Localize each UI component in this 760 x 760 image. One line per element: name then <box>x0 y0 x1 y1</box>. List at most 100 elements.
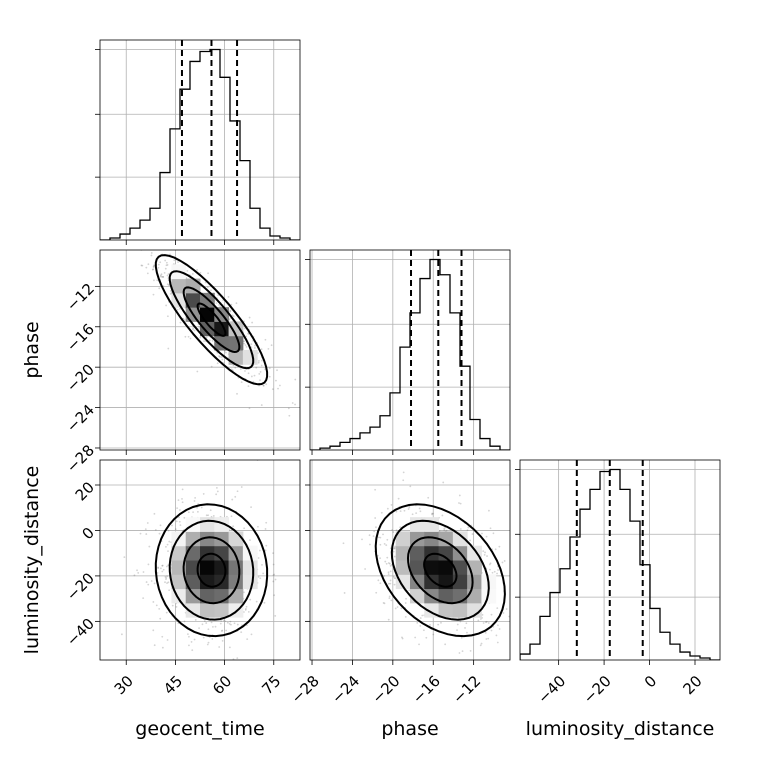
scatter-point <box>383 542 386 545</box>
density-cell <box>171 545 187 561</box>
scatter-point <box>229 309 232 312</box>
contour-level-0 <box>196 302 227 337</box>
scatter-point <box>389 582 392 585</box>
scatter-point <box>168 540 171 543</box>
x-axis-label-phase: phase <box>381 718 438 740</box>
scatter-point <box>401 637 404 640</box>
scatter-point <box>443 529 446 532</box>
scatter-point <box>418 643 420 646</box>
scatter-point <box>386 507 389 510</box>
scatter-point <box>383 602 386 605</box>
scatter-point <box>422 629 425 632</box>
scatter-point <box>166 639 169 641</box>
y-tick-label: −24 <box>63 401 98 436</box>
scatter-point <box>396 606 399 608</box>
scatter-point <box>419 510 422 513</box>
scatter-point <box>214 625 217 628</box>
scatter-point <box>166 264 169 266</box>
scatter-point <box>247 385 250 388</box>
scatter-point <box>210 621 213 624</box>
scatter-point <box>458 494 461 497</box>
scatter-point <box>224 620 227 623</box>
scatter-point <box>217 294 220 297</box>
scatter-point <box>191 649 194 652</box>
scatter-point <box>167 581 170 584</box>
scatter-point <box>272 580 275 583</box>
scatter-point <box>140 264 143 267</box>
scatter-point <box>166 543 169 546</box>
scatter-point <box>162 568 165 571</box>
scatter-point <box>265 521 268 524</box>
scatter-point <box>507 682 509 684</box>
scatter-point <box>440 621 442 624</box>
scatter-point <box>184 335 187 338</box>
scatter-point <box>496 641 499 644</box>
density-cell <box>171 278 187 294</box>
scatter-point <box>249 598 252 601</box>
scatter-point <box>244 608 247 611</box>
x-tick-label: 20 <box>680 672 706 698</box>
scatter-point <box>220 630 223 632</box>
density-cell <box>410 517 425 532</box>
scatter-point <box>178 516 180 519</box>
scatter-point <box>250 343 253 346</box>
scatter-point <box>257 576 260 578</box>
scatter-point <box>157 263 160 266</box>
scatter-point <box>465 622 468 625</box>
panel-frame <box>99 249 301 451</box>
density-cell <box>242 574 258 590</box>
scatter-point <box>384 560 387 563</box>
scatter-point <box>387 571 390 574</box>
scatter-point <box>164 581 166 584</box>
scatter-point <box>152 268 155 271</box>
contour-level-3 <box>154 254 269 386</box>
scatter-point <box>157 266 160 269</box>
scatter-point <box>205 514 208 517</box>
scatter-point <box>234 495 237 498</box>
y-tick-label: −40 <box>63 615 98 650</box>
panel-geocent_time-hist <box>95 39 301 245</box>
scatter-point <box>145 581 148 583</box>
scatter-point <box>231 314 234 317</box>
scatter-point <box>386 538 389 541</box>
scatter-point <box>274 578 277 581</box>
scatter-point <box>245 345 248 348</box>
scatter-point <box>387 618 390 621</box>
scatter-point <box>247 610 250 613</box>
scatter-point <box>495 634 498 637</box>
scatter-point <box>508 615 510 618</box>
y-axis-label-luminosity_distance: luminosity_distance <box>21 466 43 655</box>
scatter-point <box>373 530 376 533</box>
scatter-point <box>166 283 169 286</box>
scatter-point <box>278 384 281 387</box>
scatter-point <box>253 347 256 349</box>
scatter-point <box>151 268 154 271</box>
scatter-point <box>243 327 246 330</box>
scatter-point <box>262 572 265 575</box>
scatter-point <box>437 623 440 626</box>
scatter-point <box>225 351 227 354</box>
scatter-point <box>487 662 489 664</box>
scatter-point <box>164 259 167 262</box>
scatter-point <box>243 527 246 530</box>
scatter-point <box>232 525 235 528</box>
density-cell <box>214 517 230 532</box>
scatter-point <box>461 650 464 653</box>
y-tick-label: −20 <box>63 569 98 604</box>
scatter-point <box>232 315 235 318</box>
scatter-point <box>229 310 232 313</box>
scatter-point <box>244 607 247 610</box>
scatter-point <box>391 529 394 531</box>
scatter-point <box>202 493 205 495</box>
density-cell <box>200 588 215 604</box>
scatter-point <box>260 404 263 406</box>
panel-frame <box>99 459 301 661</box>
scatter-point <box>153 264 155 267</box>
scatter-point <box>503 560 506 562</box>
scatter-point <box>405 597 407 600</box>
scatter-point <box>230 303 233 306</box>
scatter-point <box>262 384 265 387</box>
scatter-point <box>389 570 392 573</box>
scatter-point <box>201 623 204 626</box>
scatter-point <box>187 335 190 338</box>
